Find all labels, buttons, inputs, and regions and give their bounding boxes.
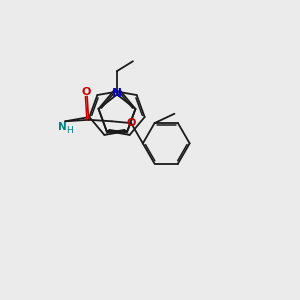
Text: O: O xyxy=(81,88,91,98)
Text: N: N xyxy=(112,87,122,100)
Text: N: N xyxy=(58,122,67,132)
Text: O: O xyxy=(127,118,136,128)
Text: H: H xyxy=(66,126,73,135)
